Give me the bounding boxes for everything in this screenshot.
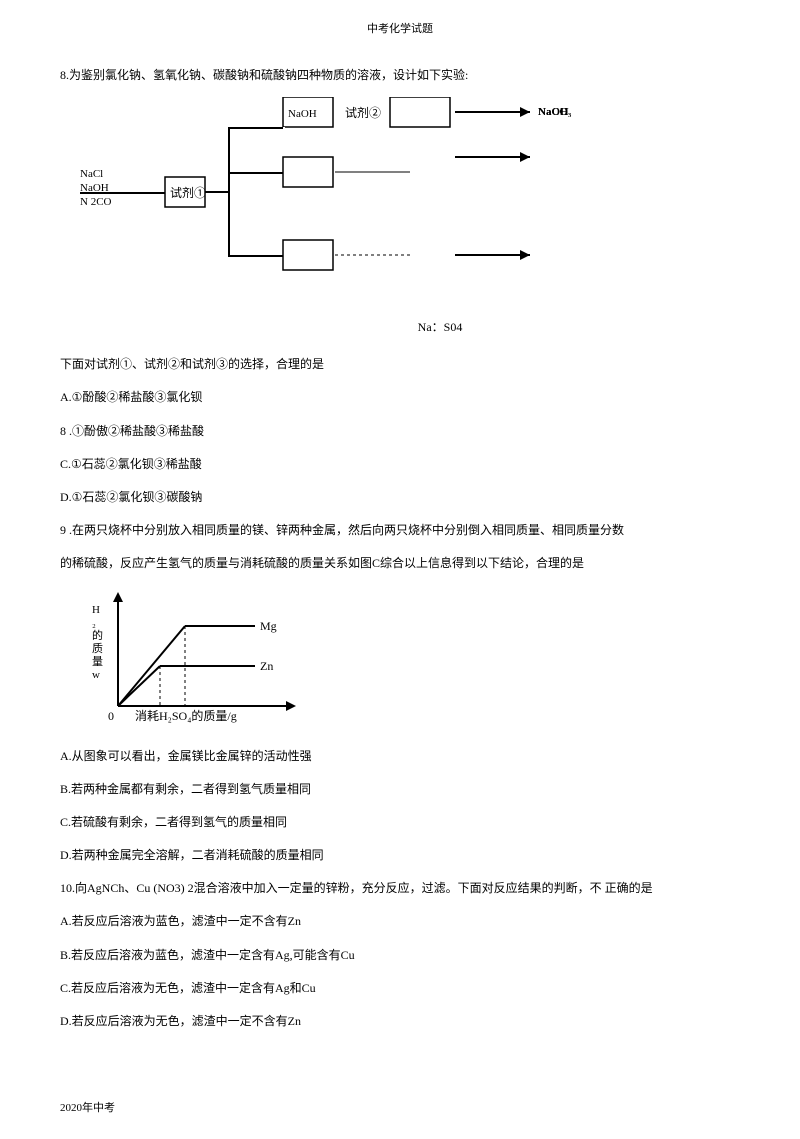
chart-xlabel: 消耗H₂SO₄的质量/g xyxy=(135,708,237,723)
chart-ylab-1: H xyxy=(92,604,100,616)
q9-opt-a: A.从图象可以看出，金属镁比金属锌的活动性强 xyxy=(60,747,740,766)
q8-stem: 8.为鉴别氯化钠、氢氧化钠、碳酸钠和硫酸钠四种物质的溶液，设计如下实验: xyxy=(60,66,740,85)
box-naoh: NaOH xyxy=(288,108,317,120)
out-2: NaCO₃ xyxy=(538,106,572,118)
svg-text:量: 量 xyxy=(92,655,103,668)
svg-text:的: 的 xyxy=(92,628,103,642)
header-title: 中考化学试题 xyxy=(367,23,433,35)
reagent2-label: 试剂② xyxy=(345,105,381,120)
svg-text:₂: ₂ xyxy=(92,617,96,629)
q10-stem: 10.向AgNCh、Cu (NO3) 2混合溶液中加入一定量的锌粉，充分反应，过… xyxy=(60,879,740,898)
q8-below: Na：S04 xyxy=(60,318,740,335)
svg-text:质: 质 xyxy=(92,642,103,655)
q9-opt-d: D.若两种金属完全溶解，二者消耗硫酸的质量相同 xyxy=(60,846,740,865)
chart-origin: 0 xyxy=(108,709,114,723)
q8-opt-b: 8 .①酚傲②稀盐酸③稀盐酸 xyxy=(60,422,740,441)
q9-chart: H ₂ 的 质 量 w 0 消耗H₂SO₄的质量/g Mg Zn xyxy=(80,588,740,733)
footer-text: 2020年中考 xyxy=(60,1102,115,1114)
q8-opt-a: A.①酚酸②稀盐酸③氯化钡 xyxy=(60,388,740,407)
q8-diagram: NaCl NaOH N 2CO 试剂① NaOH 试剂② NaOH NaCO₃ xyxy=(60,97,740,302)
diag-input-3: N 2CO xyxy=(80,196,112,208)
diag-input-1: NaCl xyxy=(80,168,103,180)
page-footer: 2020年中考 xyxy=(60,1099,115,1115)
q10-opt-d: D.若反应后溶液为无色，滤渣中一定不含有Zn xyxy=(60,1012,740,1031)
q10-opt-a: A.若反应后溶液为蓝色，滤渣中一定不含有Zn xyxy=(60,912,740,931)
chart-series-zn: Zn xyxy=(260,659,273,673)
svg-text:w: w xyxy=(92,669,100,681)
diag-input-2: NaOH xyxy=(80,182,109,194)
q8-opt-c: C.①石蕊②氯化钡③稀盐酸 xyxy=(60,455,740,474)
q9-opt-c: C.若硫酸有剩余，二者得到氢气的质量相同 xyxy=(60,813,740,832)
q8-opt-d: D.①石蕊②氯化钡③碳酸钠 xyxy=(60,488,740,507)
page-header: 中考化学试题 xyxy=(60,20,740,36)
q8-sub: 下面对试剂①、试剂②和试剂③的选择，合理的是 xyxy=(60,355,740,374)
q9-stem1: 9 .在两只烧杯中分别放入相同质量的镁、锌两种金属，然后向两只烧杯中分别倒入相同… xyxy=(60,521,740,540)
reagent1-label: 试剂① xyxy=(170,185,206,200)
q9-opt-b: B.若两种金属都有剩余，二者得到氢气质量相同 xyxy=(60,780,740,799)
q10-opt-c: C.若反应后溶液为无色，滤渣中一定含有Ag和Cu xyxy=(60,979,740,998)
chart-series-mg: Mg xyxy=(260,619,277,633)
q10-opt-b: B.若反应后溶液为蓝色，滤渣中一定含有Ag,可能含有Cu xyxy=(60,946,740,965)
q9-stem2: 的稀硫酸，反应产生氢气的质量与消耗硫酸的质量关系如图C综合以上信息得到以下结论，… xyxy=(60,554,740,573)
